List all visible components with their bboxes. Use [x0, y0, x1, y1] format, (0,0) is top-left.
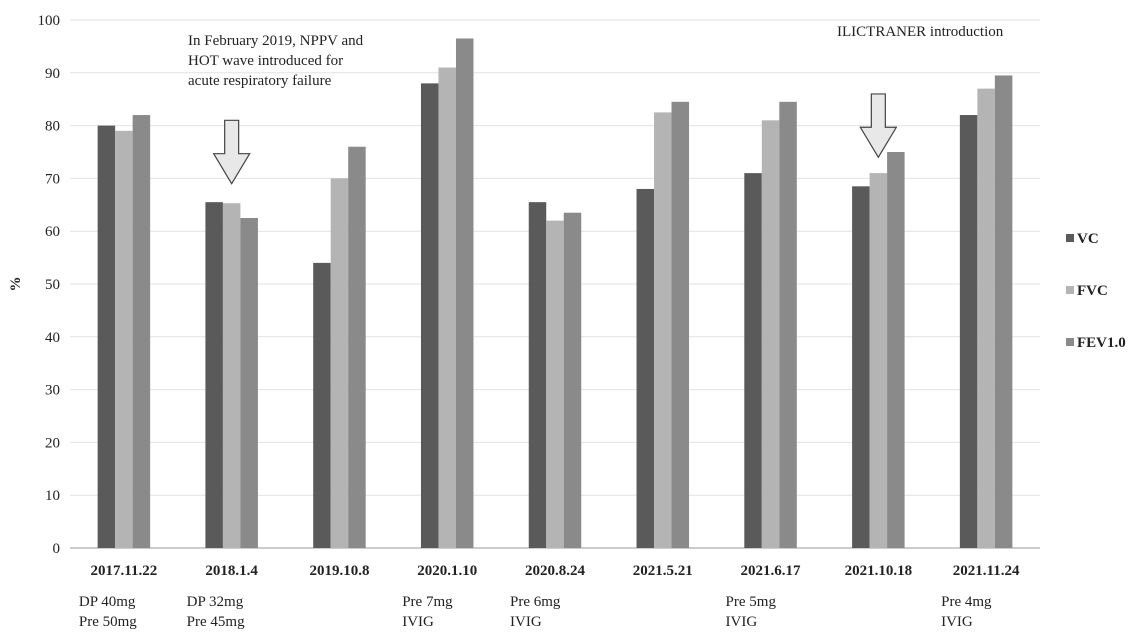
annotation-arrow-icon — [212, 119, 251, 185]
bar-vc — [420, 83, 439, 549]
x-tick-label: 2021.11.24 — [953, 563, 1020, 579]
y-axis-label: % — [8, 277, 24, 292]
bar-vc — [97, 125, 116, 548]
category-note: IVIG — [510, 614, 542, 630]
x-tick-label: 2021.5.21 — [633, 563, 693, 579]
y-tick-label: 60 — [45, 224, 60, 240]
bar-fev1-0 — [779, 101, 797, 548]
legend-swatch — [1066, 234, 1074, 242]
y-tick-label: 50 — [45, 277, 60, 293]
bar-fvc — [222, 203, 241, 548]
bar-fvc — [438, 67, 456, 549]
x-tick-label: 2020.8.24 — [525, 563, 586, 579]
bar-vc — [205, 202, 223, 548]
bar-fev1-0 — [348, 146, 366, 548]
bar-fvc — [546, 220, 564, 548]
y-tick-label: 90 — [45, 66, 60, 82]
category-note: IVIG — [402, 614, 434, 630]
category-note: Pre 7mg — [402, 594, 453, 610]
category-note: IVIG — [941, 614, 973, 630]
y-tick-label: 0 — [53, 541, 61, 557]
legend-label: FVC — [1077, 283, 1108, 299]
annotation-text: ILICTRANER introduction — [837, 24, 1004, 40]
y-tick-label: 80 — [45, 119, 60, 135]
x-tick-label: 2019.10.8 — [309, 563, 369, 579]
category-note: Pre 50mg — [79, 614, 137, 630]
x-tick-label: 2021.6.17 — [741, 563, 802, 579]
bar-fev1-0 — [455, 38, 474, 548]
bar-fvc — [330, 178, 349, 548]
legend-label: FEV1.0 — [1077, 335, 1126, 351]
bar-fev1-0 — [887, 152, 905, 548]
y-tick-label: 40 — [45, 330, 60, 346]
x-tick-label: 2021.10.18 — [845, 563, 913, 579]
bar-fvc — [977, 88, 995, 548]
bar-fev1-0 — [671, 101, 690, 548]
legend-label: VC — [1077, 231, 1099, 247]
x-tick-label: 2017.11.22 — [91, 563, 158, 579]
category-note: DP 40mg — [79, 594, 136, 610]
bar-fvc — [654, 112, 672, 549]
bar-fev1-0 — [563, 212, 582, 548]
category-note: Pre 4mg — [941, 594, 992, 610]
y-tick-label: 100 — [38, 13, 61, 29]
category-note: IVIG — [726, 614, 758, 630]
bar-vc — [852, 186, 870, 548]
bar-vc — [313, 262, 331, 548]
annotation-text: HOT wave introduced for — [188, 53, 343, 69]
annotation-text: In February 2019, NPPV and — [188, 33, 364, 49]
bar-fvc — [115, 130, 133, 548]
bar-fev1-0 — [240, 218, 258, 548]
y-tick-label: 70 — [45, 171, 60, 187]
bar-vc — [959, 115, 978, 548]
annotation-text: acute respiratory failure — [188, 73, 332, 89]
category-note: Pre 45mg — [187, 614, 245, 630]
y-tick-label: 30 — [45, 383, 60, 399]
category-note: Pre 6mg — [510, 594, 561, 610]
y-tick-label: 10 — [45, 488, 60, 504]
bar-vc — [744, 173, 762, 548]
x-tick-label: 2020.1.10 — [417, 563, 477, 579]
bar-fvc — [761, 120, 780, 548]
bar-vc — [528, 202, 547, 548]
bar-vc — [636, 188, 655, 548]
bar-fev1-0 — [132, 115, 151, 548]
y-tick-label: 20 — [45, 435, 60, 451]
bar-fev1-0 — [994, 75, 1013, 548]
bar-fvc — [869, 173, 888, 548]
legend-swatch — [1066, 286, 1074, 294]
category-note: DP 32mg — [187, 594, 244, 610]
annotation-arrow-icon — [859, 93, 898, 159]
category-note: Pre 5mg — [726, 594, 777, 610]
x-tick-label: 2018.1.4 — [205, 563, 258, 579]
legend-swatch — [1066, 338, 1074, 346]
